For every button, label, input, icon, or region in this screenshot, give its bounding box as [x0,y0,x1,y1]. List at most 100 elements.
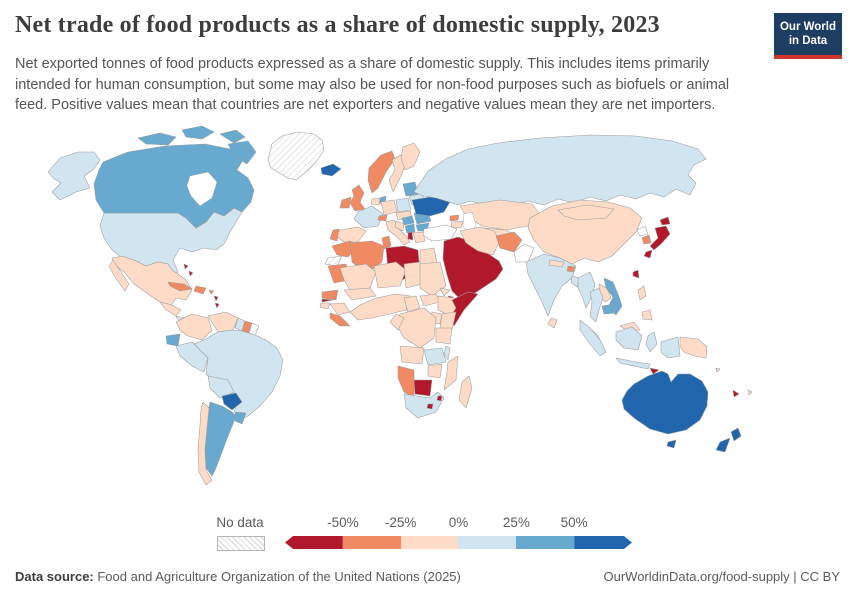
country-botswana[interactable] [413,379,433,397]
country-croatia-bosnia[interactable] [394,220,405,232]
country-sierra-leone-liberia[interactable] [329,312,351,327]
country-baltic-states[interactable] [402,181,419,197]
country-eritrea[interactable] [439,287,451,297]
country-australia[interactable] [621,370,709,449]
country-cuba[interactable] [167,281,193,292]
country-timor-leste[interactable] [649,367,660,375]
legend-bin-5[interactable] [574,536,632,549]
country-sudan[interactable] [419,261,447,297]
country-gabon-congo[interactable] [389,313,405,331]
country-malawi[interactable] [443,345,451,361]
country-south-africa[interactable] [403,391,445,419]
legend-bin-2[interactable] [400,536,459,549]
country-ecuador[interactable] [165,333,181,347]
country-myanmar[interactable] [577,271,596,309]
legend-color-bar[interactable] [285,536,632,549]
country-kenya[interactable] [439,311,457,331]
country-serbia[interactable] [404,223,416,234]
country-canada[interactable] [93,125,257,229]
country-hungary[interactable] [401,215,415,226]
country-nepal[interactable] [548,259,565,268]
country-peru[interactable] [175,341,209,373]
country-italy[interactable] [385,219,411,246]
country-france[interactable] [353,205,384,229]
country-united-kingdom[interactable] [349,184,366,212]
country-zimbabwe[interactable] [427,363,443,379]
country-portugal[interactable] [329,228,340,242]
country-taiwan[interactable] [632,269,640,279]
owid-logo[interactable]: Our World in Data [774,13,842,59]
country-tanzania[interactable] [435,327,453,345]
country-madagascar[interactable] [458,375,473,409]
legend-bin-3[interactable] [458,536,517,549]
country-poland[interactable] [395,197,412,213]
country-afghanistan[interactable] [495,231,523,253]
country-indonesia[interactable] [579,319,681,370]
country-guinea[interactable] [329,302,351,316]
legend-no-data-swatch[interactable] [217,536,265,551]
country-angola[interactable] [399,345,425,365]
country-drc[interactable] [395,307,437,349]
country-lesotho[interactable] [426,403,434,410]
country-hispaniola[interactable] [193,285,207,295]
country-iran[interactable] [459,226,501,256]
country-niger[interactable] [373,261,407,289]
country-papua-new-guinea[interactable] [679,336,708,359]
legend-bin-1[interactable] [342,536,401,549]
country-argentina[interactable] [204,401,237,477]
country-norway[interactable] [367,150,396,194]
country-ireland[interactable] [339,196,352,209]
country-bhutan[interactable] [566,265,576,273]
country-albania[interactable] [407,231,414,241]
country-bahamas[interactable] [183,263,194,277]
country-fiji[interactable] [747,389,753,396]
country-new-caledonia[interactable] [732,389,740,398]
country-vietnam[interactable] [603,277,623,316]
country-paraguay[interactable] [221,392,243,411]
country-sri-lanka[interactable] [547,317,558,329]
country-puerto-rico[interactable] [208,289,215,295]
country-cambodia[interactable] [601,303,617,315]
country-india[interactable] [525,253,577,317]
country-burkina-faso[interactable] [343,287,377,301]
country-namibia[interactable] [397,365,415,399]
country-somalia[interactable] [449,291,479,327]
country-cameroon[interactable] [403,295,421,313]
country-switzerland[interactable] [377,214,388,222]
country-solomon-islands[interactable] [715,367,721,373]
country-greece[interactable] [412,231,426,244]
country-central-african-republic[interactable] [419,293,441,307]
legend-bin-4[interactable] [516,536,575,549]
country-thailand[interactable] [589,287,604,323]
country-venezuela[interactable] [207,311,239,333]
country-greenland[interactable] [267,131,325,181]
country-chad[interactable] [403,261,423,289]
country-new-zealand[interactable] [715,427,742,453]
country-georgia[interactable] [449,214,460,222]
country-china[interactable] [527,199,643,265]
country-germany[interactable] [380,199,398,216]
country-netherlands-belgium[interactable] [370,197,381,206]
country-mongolia[interactable] [557,204,615,221]
country-azerbaijan-armenia[interactable] [450,220,464,229]
country-eswatini[interactable] [436,395,443,402]
country-mexico[interactable] [108,255,193,308]
country-colombia[interactable] [175,313,213,341]
country-mali[interactable] [339,263,377,291]
country-spain[interactable] [335,226,367,243]
country-zambia[interactable] [423,347,447,366]
country-north-korea[interactable] [636,225,649,237]
country-russia[interactable] [413,134,707,206]
country-japan[interactable] [643,216,671,259]
country-finland[interactable] [400,142,421,171]
country-mozambique[interactable] [443,355,459,391]
legend-bin-0[interactable] [285,536,343,549]
country-chile[interactable] [197,401,213,486]
country-pakistan[interactable] [513,243,535,263]
country-guinea-bissau[interactable] [319,302,331,310]
country-tunisia[interactable] [381,235,392,250]
country-south-korea[interactable] [641,234,652,245]
country-gambia[interactable] [321,298,334,303]
country-guatemala[interactable] [159,301,182,317]
country-trinidad-tobago[interactable] [213,295,220,309]
